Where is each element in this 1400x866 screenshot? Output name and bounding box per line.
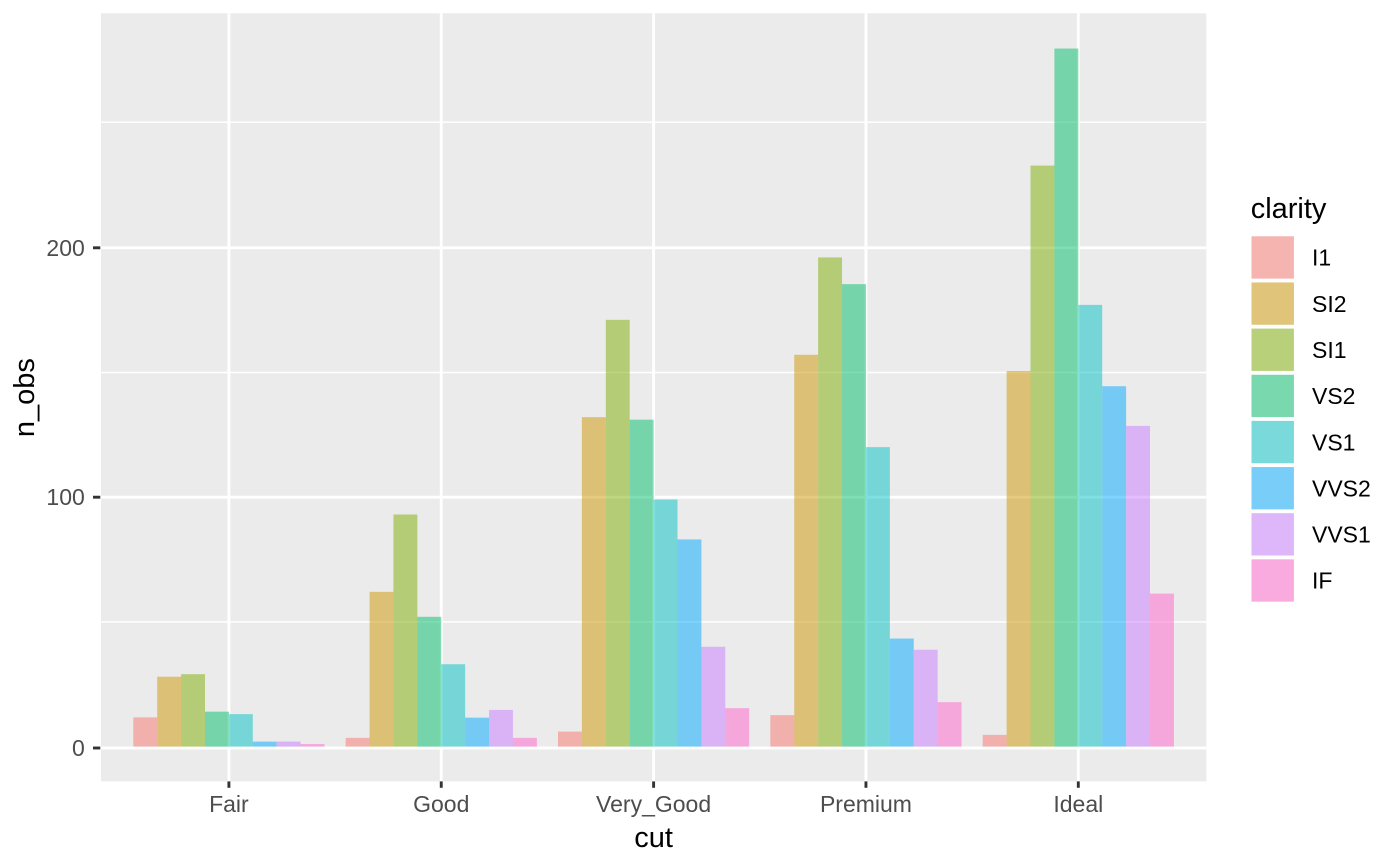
svg-text:I1: I1 (1312, 245, 1331, 271)
svg-text:Premium: Premium (820, 791, 912, 817)
svg-text:Good: Good (413, 791, 469, 817)
svg-text:IF: IF (1312, 568, 1332, 594)
svg-text:Very_Good: Very_Good (596, 791, 711, 817)
svg-text:SI2: SI2 (1312, 291, 1347, 317)
svg-text:n_obs: n_obs (9, 358, 41, 437)
svg-text:Ideal: Ideal (1053, 791, 1103, 817)
svg-text:VVS2: VVS2 (1312, 475, 1371, 501)
svg-text:Fair: Fair (209, 791, 249, 817)
svg-text:VVS1: VVS1 (1312, 522, 1371, 548)
svg-text:0: 0 (72, 735, 85, 761)
svg-text:VS1: VS1 (1312, 429, 1355, 455)
svg-text:VS2: VS2 (1312, 383, 1355, 409)
svg-text:200: 200 (46, 235, 84, 261)
svg-text:cut: cut (634, 822, 673, 854)
svg-text:100: 100 (46, 484, 84, 510)
svg-text:SI1: SI1 (1312, 337, 1347, 363)
svg-text:clarity: clarity (1251, 193, 1327, 225)
